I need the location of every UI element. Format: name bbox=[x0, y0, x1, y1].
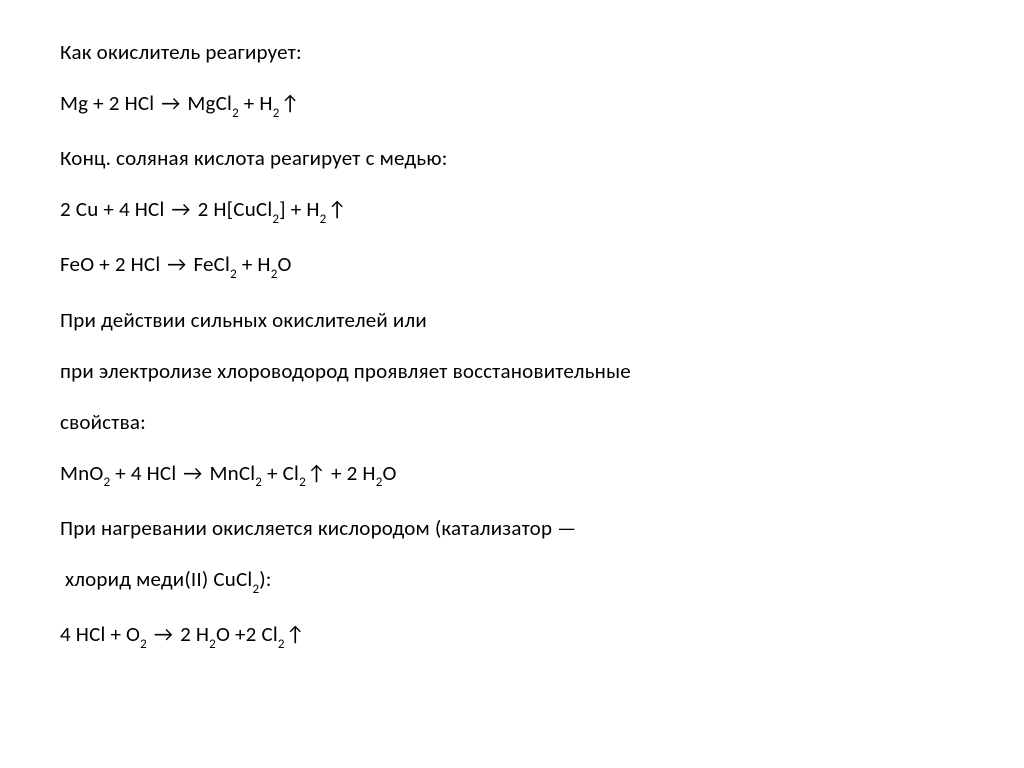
text-fragment: ): bbox=[259, 566, 271, 592]
subscript: 2 bbox=[252, 582, 259, 597]
text-line: свойства: bbox=[60, 412, 964, 433]
text-line: При нагревании окисляется кислородом (ка… bbox=[60, 518, 964, 539]
eq-fragment: 4 HCl + O bbox=[60, 621, 140, 647]
eq-fragment: Mg + 2 HCl bbox=[60, 90, 159, 116]
gas-arrow-icon: ↑ bbox=[285, 624, 305, 645]
subscript: 2 bbox=[255, 475, 262, 490]
equation-line: 4 HCl + O2 → 2 H2O +2 Cl2↑ bbox=[60, 624, 964, 649]
gas-arrow-icon: ↑ bbox=[280, 93, 300, 114]
equation-line: MnO2 + 4 HCl → MnCl2 + Cl2↑ + 2 H2O bbox=[60, 463, 964, 488]
arrow-icon: → bbox=[159, 93, 182, 114]
text-line: При действии сильных окислителей или bbox=[60, 310, 964, 331]
eq-fragment: MnO bbox=[60, 460, 104, 486]
eq-fragment: MnCl bbox=[205, 460, 256, 486]
eq-fragment: + 2 H bbox=[326, 460, 376, 486]
subscript: 2 bbox=[271, 267, 278, 282]
text-line: Конц. соляная кислота реагирует с медью: bbox=[60, 148, 964, 169]
eq-fragment: 2 H bbox=[175, 621, 209, 647]
subscript: 2 bbox=[104, 475, 111, 490]
subscript: 2 bbox=[320, 212, 327, 227]
eq-fragment: + H bbox=[239, 90, 273, 116]
text-line: при электролизе хлороводород проявляет в… bbox=[60, 361, 964, 382]
arrow-icon: → bbox=[165, 254, 188, 275]
eq-fragment: O bbox=[278, 251, 292, 277]
eq-fragment: + 4 HCl bbox=[110, 460, 181, 486]
eq-fragment: 2 H[CuCl bbox=[193, 196, 273, 222]
eq-fragment: ] + H bbox=[279, 196, 319, 222]
subscript: 2 bbox=[209, 637, 216, 652]
arrow-icon: → bbox=[169, 199, 192, 220]
text-fragment: хлорид меди(II) CuCl bbox=[60, 566, 252, 592]
eq-fragment: 2 Cu + 4 HCl bbox=[60, 196, 169, 222]
gas-arrow-icon: ↑ bbox=[306, 463, 326, 484]
eq-fragment: FeO + 2 HCl bbox=[60, 251, 165, 277]
eq-fragment: MgCl bbox=[182, 90, 232, 116]
eq-fragment: FeCl bbox=[189, 251, 231, 277]
eq-fragment: + H bbox=[237, 251, 271, 277]
subscript: 2 bbox=[232, 106, 239, 121]
subscript: 2 bbox=[272, 212, 279, 227]
document-body: Как окислитель реагирует: Mg + 2 HCl → M… bbox=[0, 0, 1024, 649]
subscript: 2 bbox=[278, 637, 285, 652]
subscript: 2 bbox=[376, 475, 383, 490]
equation-line: 2 Cu + 4 HCl → 2 H[CuCl2] + H2↑ bbox=[60, 199, 964, 224]
em-dash: — bbox=[557, 515, 576, 541]
equation-line: Mg + 2 HCl → MgCl2 + H2↑ bbox=[60, 93, 964, 118]
equation-line: FeO + 2 HCl → FeCl2 + H2O bbox=[60, 254, 964, 279]
subscript: 2 bbox=[140, 637, 147, 652]
eq-fragment: O bbox=[383, 460, 397, 486]
subscript: 2 bbox=[273, 106, 280, 121]
arrow-icon: → bbox=[152, 624, 175, 645]
arrow-icon: → bbox=[181, 463, 204, 484]
text-line: Как окислитель реагирует: bbox=[60, 42, 964, 63]
subscript: 2 bbox=[299, 475, 306, 490]
eq-fragment: + Cl bbox=[262, 460, 299, 486]
eq-fragment: O +2 Cl bbox=[216, 621, 278, 647]
text-line: хлорид меди(II) CuCl2): bbox=[60, 569, 964, 594]
text-fragment: При нагревании окисляется кислородом (ка… bbox=[60, 515, 557, 541]
gas-arrow-icon: ↑ bbox=[326, 199, 346, 220]
subscript: 2 bbox=[230, 267, 237, 282]
